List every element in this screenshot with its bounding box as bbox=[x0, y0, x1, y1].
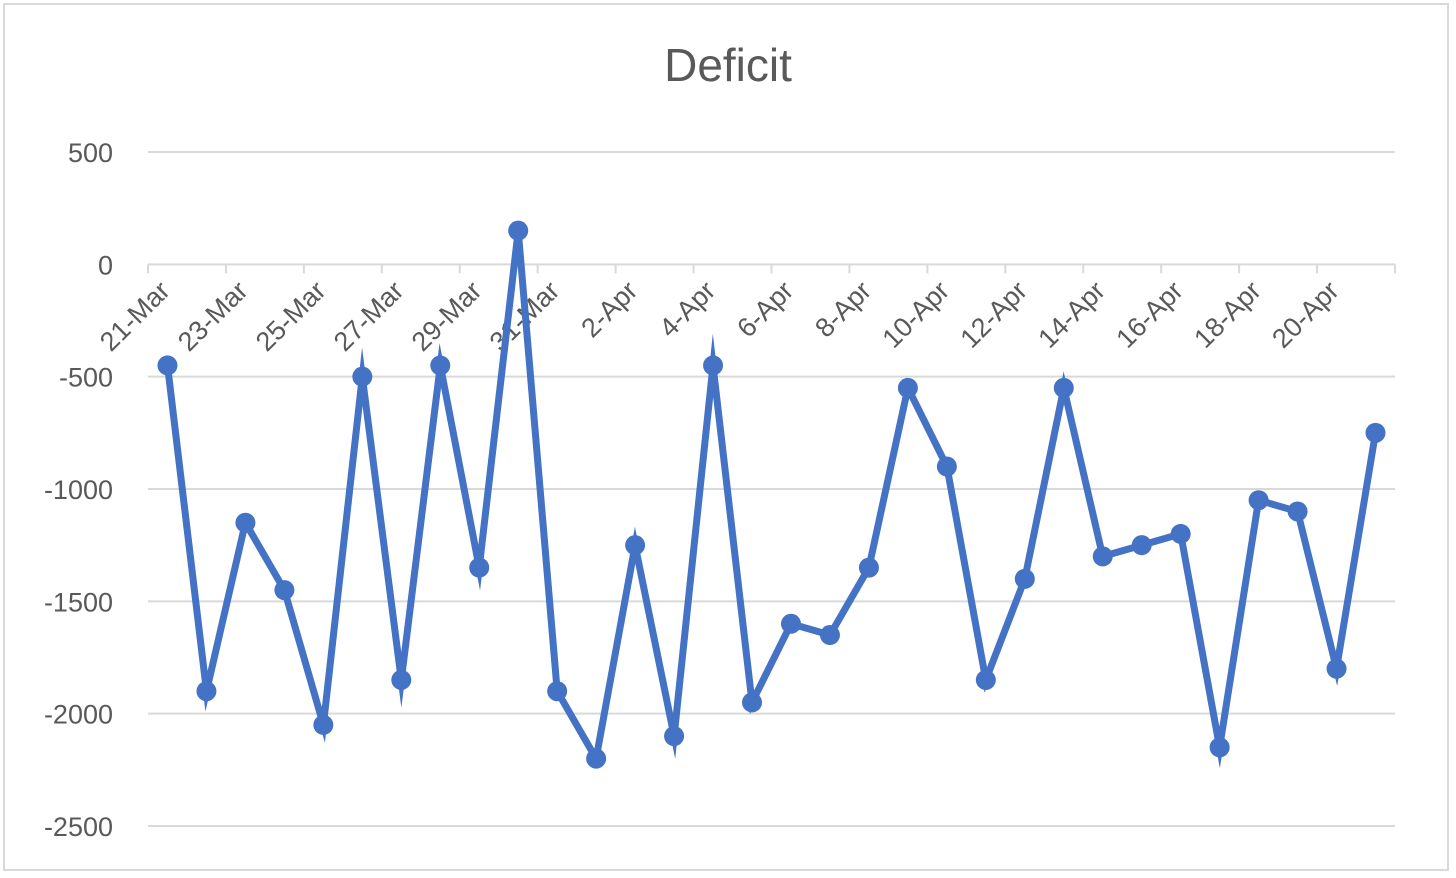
x-tick-label: 20-Apr bbox=[1266, 275, 1345, 354]
data-point bbox=[274, 580, 295, 601]
data-point bbox=[1365, 422, 1386, 443]
y-tick-label: 0 bbox=[98, 250, 113, 280]
data-point bbox=[391, 669, 412, 690]
data-point bbox=[742, 692, 763, 713]
data-point bbox=[1326, 658, 1347, 679]
data-point bbox=[586, 748, 607, 769]
data-point bbox=[469, 557, 490, 578]
x-tick-label: 8-Apr bbox=[809, 275, 877, 343]
x-tick-label: 10-Apr bbox=[877, 275, 956, 354]
data-point bbox=[819, 625, 840, 646]
x-tick-label: 16-Apr bbox=[1110, 275, 1189, 354]
data-point bbox=[1053, 377, 1074, 398]
data-point bbox=[157, 355, 178, 376]
data-point bbox=[547, 681, 568, 702]
x-tick-label: 6-Apr bbox=[731, 275, 799, 343]
y-tick-label: 500 bbox=[68, 138, 113, 168]
data-point bbox=[936, 456, 957, 477]
y-tick-label: -2000 bbox=[44, 700, 113, 730]
data-point bbox=[1248, 490, 1269, 511]
data-point bbox=[1209, 737, 1230, 758]
x-tick-label: 29-Mar bbox=[406, 275, 488, 357]
data-point bbox=[625, 535, 646, 556]
y-tick-label: -2500 bbox=[44, 812, 113, 842]
series-deficit bbox=[157, 220, 1386, 769]
data-point bbox=[235, 512, 256, 533]
data-point bbox=[703, 355, 724, 376]
x-tick-label: 12-Apr bbox=[955, 275, 1034, 354]
x-tick-label: 4-Apr bbox=[653, 275, 721, 343]
data-point bbox=[313, 714, 334, 735]
data-point bbox=[975, 669, 996, 690]
y-tick-label: -1500 bbox=[44, 587, 113, 617]
y-axis-tick-labels: 500 0 -500 -1000 -1500 -2000 -2500 bbox=[44, 138, 113, 842]
x-axis bbox=[147, 263, 1396, 274]
x-tick-label: 25-Mar bbox=[250, 275, 332, 357]
data-point bbox=[664, 726, 685, 747]
y-tick-label: -500 bbox=[59, 363, 113, 393]
data-point bbox=[196, 681, 217, 702]
x-tick-label: 27-Mar bbox=[328, 275, 410, 357]
x-tick-label: 23-Mar bbox=[172, 275, 254, 357]
x-tick-label: 14-Apr bbox=[1032, 275, 1111, 354]
x-tick-label: 21-Mar bbox=[94, 275, 176, 357]
data-point bbox=[1170, 523, 1191, 544]
gridlines bbox=[148, 151, 1395, 827]
chart-title: Deficit bbox=[664, 39, 792, 91]
chart-frame bbox=[3, 3, 1449, 871]
data-point bbox=[508, 220, 529, 241]
data-point bbox=[430, 355, 451, 376]
x-tick-label: 2-Apr bbox=[575, 275, 643, 343]
data-point bbox=[858, 557, 879, 578]
x-tick-label: 18-Apr bbox=[1188, 275, 1267, 354]
data-point bbox=[1092, 546, 1113, 567]
data-point bbox=[1014, 568, 1035, 589]
data-point bbox=[1287, 501, 1308, 522]
data-point bbox=[1131, 535, 1152, 556]
data-point bbox=[780, 613, 801, 634]
data-point bbox=[897, 377, 918, 398]
data-point bbox=[352, 366, 373, 387]
y-tick-label: -1000 bbox=[44, 475, 113, 505]
